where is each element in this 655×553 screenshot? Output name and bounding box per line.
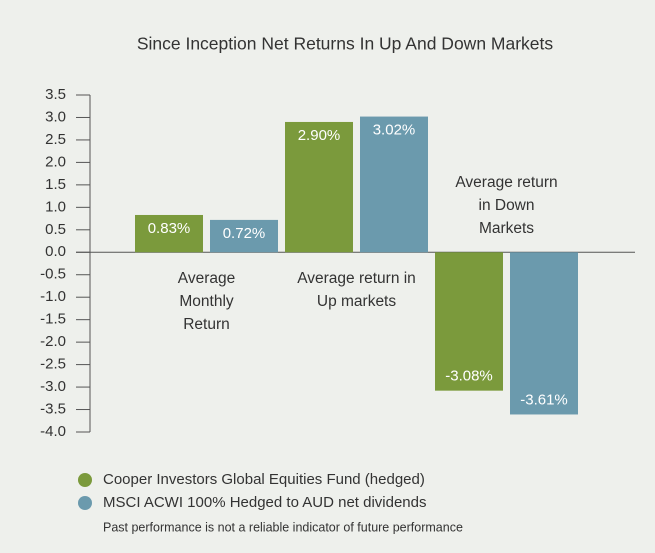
y-tick-label: 0.5 xyxy=(45,221,66,238)
bar xyxy=(210,219,278,253)
bar xyxy=(135,214,203,253)
y-tick-label: 0.0 xyxy=(45,243,66,260)
y-tick-label: 1.0 xyxy=(45,198,66,215)
bar xyxy=(360,116,428,253)
y-tick-label: 1.5 xyxy=(45,176,66,193)
y-tick-label: 3.0 xyxy=(45,108,66,125)
y-tick-label: -0.5 xyxy=(40,266,66,283)
y-tick-label: -1.0 xyxy=(40,288,66,305)
note: Past performance is not a reliable indic… xyxy=(103,520,463,534)
y-tick-label: 2.5 xyxy=(45,131,66,148)
bar xyxy=(435,252,503,391)
y-tick-label: -3.0 xyxy=(40,378,66,395)
y-tick-label: -1.5 xyxy=(40,311,66,328)
value-label: 3.02% xyxy=(373,122,416,139)
value-label: -3.08% xyxy=(445,368,493,385)
y-tick-label: -2.5 xyxy=(40,356,66,373)
y-tick-label: -4.0 xyxy=(40,423,66,440)
legend-label: Cooper Investors Global Equities Fund (h… xyxy=(103,471,425,488)
category-label: Average return in Down Markets xyxy=(455,174,558,238)
bar xyxy=(510,252,578,415)
chart-title: Since Inception Net Returns In Up And Do… xyxy=(137,34,554,54)
value-label: 0.72% xyxy=(223,225,266,242)
category-label: Average return in Up markets xyxy=(297,270,416,311)
category-label: Average Monthly Return xyxy=(177,270,236,334)
value-label: 2.90% xyxy=(298,127,341,144)
legend-marker xyxy=(78,473,92,487)
y-tick-label: 2.0 xyxy=(45,153,66,170)
y-tick-label: -2.0 xyxy=(40,333,66,350)
legend-label: MSCI ACWI 100% Hedged to AUD net dividen… xyxy=(103,494,427,511)
bar xyxy=(285,121,353,253)
value-label: 0.83% xyxy=(148,220,191,237)
y-tick-label: 3.5 xyxy=(45,86,66,103)
value-label: -3.61% xyxy=(520,391,568,408)
legend-marker xyxy=(78,496,92,510)
y-tick-label: -3.5 xyxy=(40,401,66,418)
